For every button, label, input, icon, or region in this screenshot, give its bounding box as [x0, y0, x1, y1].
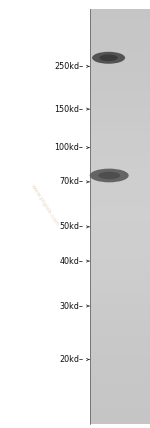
- Bar: [90, 159, 150, 164]
- Bar: [90, 398, 150, 403]
- Bar: [90, 346, 150, 351]
- Text: 50kd–: 50kd–: [59, 222, 83, 232]
- Bar: [90, 309, 150, 315]
- Bar: [90, 336, 150, 341]
- Bar: [90, 226, 150, 232]
- Bar: [90, 320, 150, 325]
- Text: 100kd–: 100kd–: [54, 143, 83, 152]
- Bar: [90, 284, 150, 289]
- Bar: [90, 237, 150, 242]
- Bar: [90, 118, 150, 123]
- Bar: [90, 351, 150, 356]
- Bar: [90, 247, 150, 253]
- Bar: [90, 9, 150, 14]
- Bar: [90, 138, 150, 143]
- Bar: [90, 30, 150, 35]
- Bar: [90, 35, 150, 40]
- Text: 150kd–: 150kd–: [54, 104, 83, 114]
- Bar: [90, 154, 150, 159]
- Bar: [90, 273, 150, 279]
- Bar: [90, 268, 150, 273]
- Bar: [90, 253, 150, 258]
- Bar: [90, 279, 150, 284]
- Bar: [90, 45, 150, 50]
- Bar: [90, 71, 150, 76]
- Bar: [90, 81, 150, 86]
- Bar: [90, 304, 150, 309]
- Bar: [90, 289, 150, 294]
- Bar: [90, 196, 150, 201]
- Bar: [90, 330, 150, 336]
- Bar: [90, 377, 150, 382]
- Bar: [90, 143, 150, 149]
- Bar: [90, 341, 150, 346]
- Bar: [90, 356, 150, 361]
- Bar: [90, 299, 150, 304]
- Bar: [90, 24, 150, 29]
- Bar: [90, 128, 150, 133]
- Bar: [90, 175, 150, 180]
- Bar: [90, 76, 150, 81]
- Bar: [90, 258, 150, 263]
- Text: www.ptglab.com: www.ptglab.com: [30, 183, 60, 228]
- Bar: [90, 40, 150, 45]
- Text: 250kd–: 250kd–: [54, 62, 83, 71]
- Bar: [90, 86, 150, 92]
- Bar: [90, 263, 150, 268]
- Bar: [90, 382, 150, 387]
- Ellipse shape: [99, 54, 118, 61]
- Text: 20kd–: 20kd–: [59, 355, 83, 364]
- Bar: [90, 206, 150, 211]
- Bar: [90, 92, 150, 97]
- Bar: [90, 164, 150, 169]
- Bar: [90, 294, 150, 299]
- Bar: [90, 201, 150, 206]
- Bar: [90, 403, 150, 408]
- Ellipse shape: [92, 52, 125, 64]
- Bar: [90, 372, 150, 377]
- Bar: [90, 65, 150, 71]
- Bar: [90, 242, 150, 247]
- Bar: [90, 123, 150, 128]
- Bar: [90, 14, 150, 19]
- Bar: [90, 55, 150, 60]
- Bar: [90, 169, 150, 175]
- Bar: [90, 232, 150, 237]
- Bar: [90, 221, 150, 226]
- Bar: [90, 149, 150, 154]
- Bar: [90, 133, 150, 138]
- Bar: [90, 19, 150, 24]
- Bar: [90, 392, 150, 398]
- Bar: [90, 211, 150, 216]
- Bar: [90, 408, 150, 413]
- Bar: [90, 361, 150, 367]
- Text: 30kd–: 30kd–: [59, 301, 83, 311]
- Text: 40kd–: 40kd–: [59, 256, 83, 266]
- Ellipse shape: [90, 169, 129, 182]
- Bar: [90, 97, 150, 102]
- Bar: [90, 107, 150, 112]
- Bar: [90, 50, 150, 55]
- Bar: [90, 60, 150, 65]
- Bar: [90, 419, 150, 424]
- Text: 70kd–: 70kd–: [59, 177, 83, 187]
- Bar: [90, 216, 150, 221]
- Bar: [90, 413, 150, 419]
- Bar: [90, 185, 150, 190]
- Bar: [90, 367, 150, 372]
- Bar: [90, 102, 150, 107]
- Bar: [90, 112, 150, 118]
- Bar: [90, 387, 150, 392]
- Bar: [90, 180, 150, 185]
- Bar: [90, 190, 150, 195]
- Ellipse shape: [98, 172, 120, 179]
- Bar: [90, 325, 150, 330]
- Bar: [90, 315, 150, 320]
